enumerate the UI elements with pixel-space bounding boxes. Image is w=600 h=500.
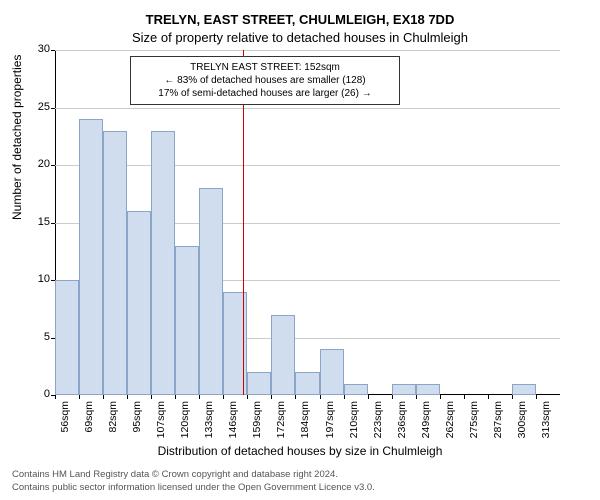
x-tick-label: 223sqm [372,401,384,445]
gridline [55,108,560,109]
x-tick-label: 172sqm [275,401,287,445]
x-tick-mark [295,395,296,399]
histogram-bar [55,280,79,395]
x-tick-mark [127,395,128,399]
x-tick-label: 107sqm [155,401,167,445]
annotation-line1: TRELYN EAST STREET: 152sqm [139,61,391,74]
y-tick-label: 25 [20,101,50,113]
histogram-bar [416,384,440,396]
y-tick-label: 30 [20,43,50,55]
x-tick-label: 249sqm [420,401,432,445]
x-tick-mark [320,395,321,399]
histogram-bar [151,131,175,396]
gridline [55,50,560,51]
x-tick-label: 133sqm [203,401,215,445]
x-tick-mark [247,395,248,399]
gridline [55,165,560,166]
y-tick-label: 15 [20,216,50,228]
histogram-bar [103,131,127,396]
x-tick-mark [175,395,176,399]
x-tick-label: 236sqm [396,401,408,445]
x-tick-label: 313sqm [540,401,552,445]
plot-area: TRELYN EAST STREET: 152sqm← 83% of detac… [55,50,560,395]
x-axis-label: Distribution of detached houses by size … [0,444,600,458]
x-tick-mark [488,395,489,399]
x-tick-mark [440,395,441,399]
x-tick-mark [199,395,200,399]
x-tick-label: 82sqm [107,401,119,445]
x-tick-label: 95sqm [131,401,143,445]
y-tick-mark [51,165,55,166]
histogram-bar [320,349,344,395]
x-tick-mark [55,395,56,399]
x-tick-label: 210sqm [348,401,360,445]
x-tick-label: 146sqm [227,401,239,445]
histogram-bar [295,372,319,395]
x-tick-mark [536,395,537,399]
x-tick-mark [512,395,513,399]
histogram-bar [79,119,103,395]
y-tick-label: 5 [20,331,50,343]
x-tick-label: 275sqm [468,401,480,445]
x-tick-label: 184sqm [299,401,311,445]
histogram-bar [271,315,295,396]
x-tick-mark [271,395,272,399]
histogram-bar [127,211,151,395]
histogram-bar [512,384,536,396]
y-tick-mark [51,108,55,109]
x-tick-mark [392,395,393,399]
x-tick-label: 300sqm [516,401,528,445]
x-tick-mark [464,395,465,399]
x-tick-label: 56sqm [59,401,71,445]
chart-subtitle: Size of property relative to detached ho… [0,30,600,45]
y-tick-mark [51,50,55,51]
x-tick-mark [416,395,417,399]
copyright-line2: Contains public sector information licen… [12,482,375,494]
x-tick-label: 69sqm [83,401,95,445]
histogram-bar [247,372,271,395]
x-tick-mark [151,395,152,399]
x-tick-label: 159sqm [251,401,263,445]
x-tick-label: 287sqm [492,401,504,445]
x-tick-mark [223,395,224,399]
y-axis-label: Number of detached properties [10,55,24,220]
y-tick-label: 20 [20,158,50,170]
histogram-bar [199,188,223,395]
histogram-bar [344,384,368,396]
y-tick-mark [51,223,55,224]
x-tick-label: 197sqm [324,401,336,445]
x-tick-label: 120sqm [179,401,191,445]
annotation-line3: 17% of semi-detached houses are larger (… [139,87,391,100]
x-tick-label: 262sqm [444,401,456,445]
annotation-box: TRELYN EAST STREET: 152sqm← 83% of detac… [130,56,400,105]
x-tick-mark [79,395,80,399]
x-tick-mark [368,395,369,399]
chart-title-address: TRELYN, EAST STREET, CHULMLEIGH, EX18 7D… [0,12,600,27]
histogram-bar [392,384,416,396]
x-tick-mark [103,395,104,399]
y-tick-label: 10 [20,273,50,285]
y-tick-label: 0 [20,388,50,400]
copyright-notice: Contains HM Land Registry data © Crown c… [12,469,375,494]
annotation-line2: ← 83% of detached houses are smaller (12… [139,74,391,87]
histogram-bar [175,246,199,396]
copyright-line1: Contains HM Land Registry data © Crown c… [12,469,375,481]
x-tick-mark [344,395,345,399]
